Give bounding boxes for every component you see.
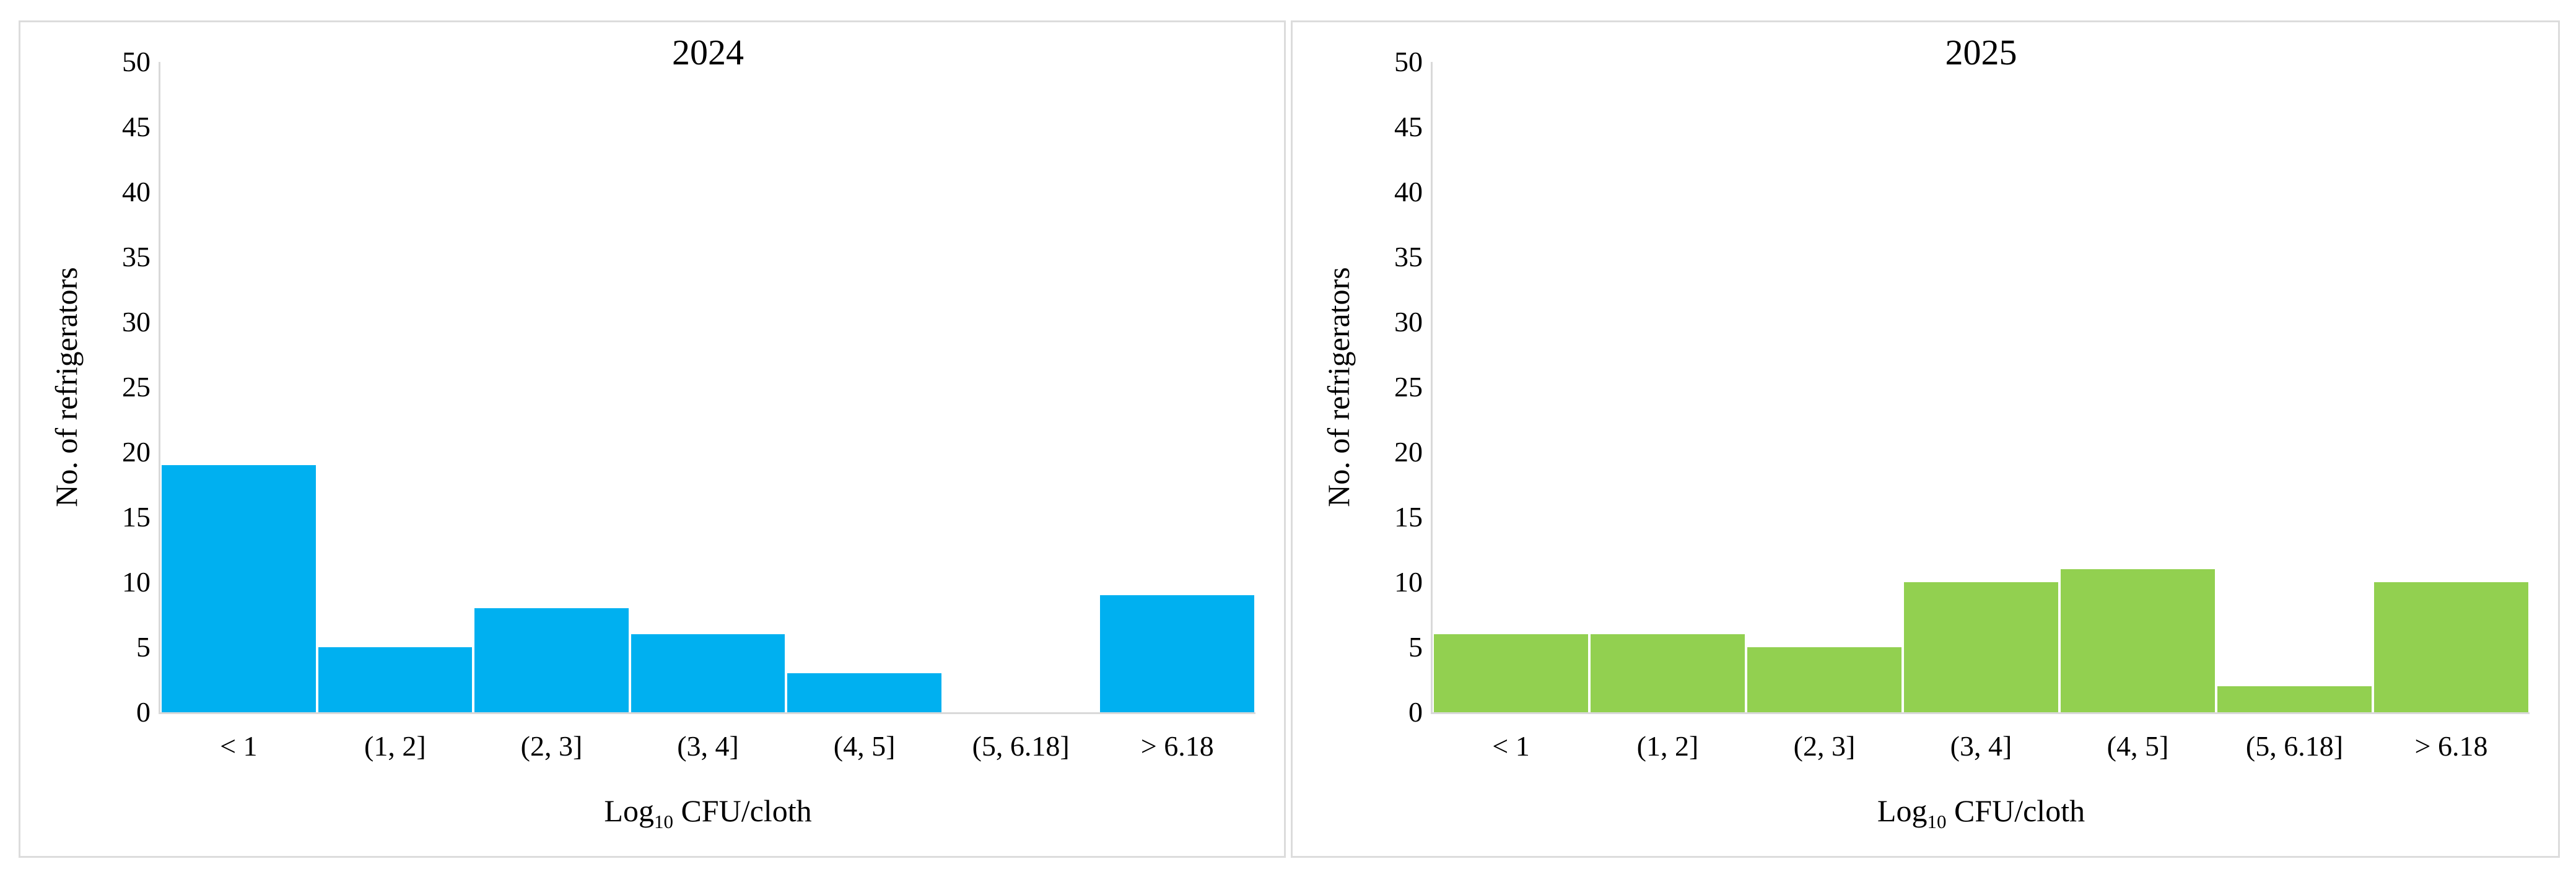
- y-tick-label: 35: [122, 241, 151, 273]
- bar: [1904, 582, 2058, 712]
- y-tick-label: 45: [1394, 111, 1423, 142]
- x-tick-label: > 6.18: [2414, 730, 2488, 762]
- bar-column-(3, 4]: [1903, 62, 2059, 712]
- bar: [2217, 686, 2372, 712]
- x-tick-label: (5, 6.18]: [2245, 730, 2344, 762]
- bar-column-(2, 3]: [1746, 62, 1903, 712]
- plot-area: [159, 62, 1255, 714]
- x-tick-label: (2, 3]: [520, 730, 583, 762]
- y-axis-ticks: 0 5 10 15 20 25 30 35 40 45 50: [20, 48, 154, 726]
- bar-column-> 6.18: [1099, 62, 1255, 712]
- x-axis-title-subscript: 10: [653, 811, 673, 832]
- y-tick-label: 40: [1394, 176, 1423, 207]
- bar: [2374, 582, 2528, 712]
- bar-column-(2, 3]: [473, 62, 630, 712]
- x-axis-title-rest: CFU/cloth: [673, 793, 812, 828]
- y-tick-label: 50: [122, 46, 151, 77]
- bar-column-< 1: [160, 62, 317, 712]
- x-axis-title-prefix: Log: [1877, 793, 1928, 828]
- bar: [2061, 569, 2215, 712]
- x-axis-title-subscript: 10: [1927, 811, 1947, 832]
- y-tick-label: 20: [1394, 436, 1423, 468]
- x-axis-title: Log10 CFU/cloth: [160, 793, 1255, 831]
- y-tick-label: 45: [122, 111, 151, 142]
- bar-column-(4, 5]: [2059, 62, 2216, 712]
- y-tick-label: 40: [122, 176, 151, 207]
- bars: [1433, 62, 2530, 712]
- x-tick-label: (5, 6.18]: [972, 730, 1070, 762]
- x-tick-label: < 1: [220, 730, 258, 762]
- chart-title: 2024: [672, 32, 744, 72]
- y-tick-label: 30: [1394, 306, 1423, 338]
- plot-area: [1431, 62, 2530, 714]
- bar: [1434, 634, 1588, 712]
- y-tick-label: 10: [1394, 566, 1423, 598]
- y-tick-label: 25: [122, 371, 151, 403]
- y-tick-label: 0: [136, 696, 151, 728]
- bar-column-(4, 5]: [786, 62, 943, 712]
- bar-column-(1, 2]: [317, 62, 474, 712]
- y-tick-label: 5: [1408, 631, 1423, 663]
- chart-title: 2025: [1945, 32, 2017, 72]
- bar: [162, 465, 316, 712]
- bar-column-(3, 4]: [630, 62, 787, 712]
- x-axis-ticks: < 1 (1, 2] (2, 3] (3, 4] (4, 5] (5, 6.18] > 6.…: [1433, 732, 2530, 761]
- x-tick-label: (3, 4]: [677, 730, 739, 762]
- x-tick-label: > 6.18: [1140, 730, 1214, 762]
- x-axis-title-prefix: Log: [604, 793, 654, 828]
- chart-panel-2025: 2025 No. of refrigerators 0 5 10 15 20 25 30 35…: [1291, 20, 2560, 858]
- bar-column-(5, 6.18]: [943, 62, 1099, 712]
- bar: [1747, 647, 1901, 712]
- chart-panel-2024: 2024 No. of refrigerators 0 5 10 15 20 25 30 35…: [19, 20, 1286, 858]
- bar: [1591, 634, 1745, 712]
- bar-column-(1, 2]: [1589, 62, 1746, 712]
- y-tick-label: 0: [1408, 696, 1423, 728]
- y-axis-ticks: 0 5 10 15 20 25 30 35 40 45 50: [1293, 48, 1426, 726]
- y-tick-label: 5: [136, 631, 151, 663]
- x-tick-label: (4, 5]: [2107, 730, 2169, 762]
- bar-column-> 6.18: [2373, 62, 2530, 712]
- bar: [787, 673, 941, 712]
- bar: [631, 634, 785, 712]
- x-axis-ticks: < 1 (1, 2] (2, 3] (3, 4] (4, 5] (5, 6.18] > 6.…: [160, 732, 1255, 761]
- y-tick-label: 20: [122, 436, 151, 468]
- y-tick-label: 15: [122, 501, 151, 533]
- x-tick-label: (1, 2]: [1636, 730, 1699, 762]
- x-tick-label: (4, 5]: [833, 730, 896, 762]
- y-tick-label: 10: [122, 566, 151, 598]
- bar-column-(5, 6.18]: [2216, 62, 2373, 712]
- bar: [1100, 595, 1255, 712]
- x-tick-label: < 1: [1492, 730, 1530, 762]
- y-tick-label: 50: [1394, 46, 1423, 77]
- y-tick-label: 35: [1394, 241, 1423, 273]
- x-tick-label: (1, 2]: [364, 730, 426, 762]
- bar-column-< 1: [1433, 62, 1589, 712]
- x-tick-label: (3, 4]: [1950, 730, 2012, 762]
- bar: [474, 608, 629, 712]
- x-axis-title-rest: CFU/cloth: [1946, 793, 2085, 828]
- x-tick-label: (2, 3]: [1793, 730, 1856, 762]
- y-tick-label: 30: [122, 306, 151, 338]
- bars: [160, 62, 1255, 712]
- bar: [318, 647, 473, 712]
- x-axis-title: Log10 CFU/cloth: [1433, 793, 2530, 831]
- y-tick-label: 25: [1394, 371, 1423, 403]
- y-tick-label: 15: [1394, 501, 1423, 533]
